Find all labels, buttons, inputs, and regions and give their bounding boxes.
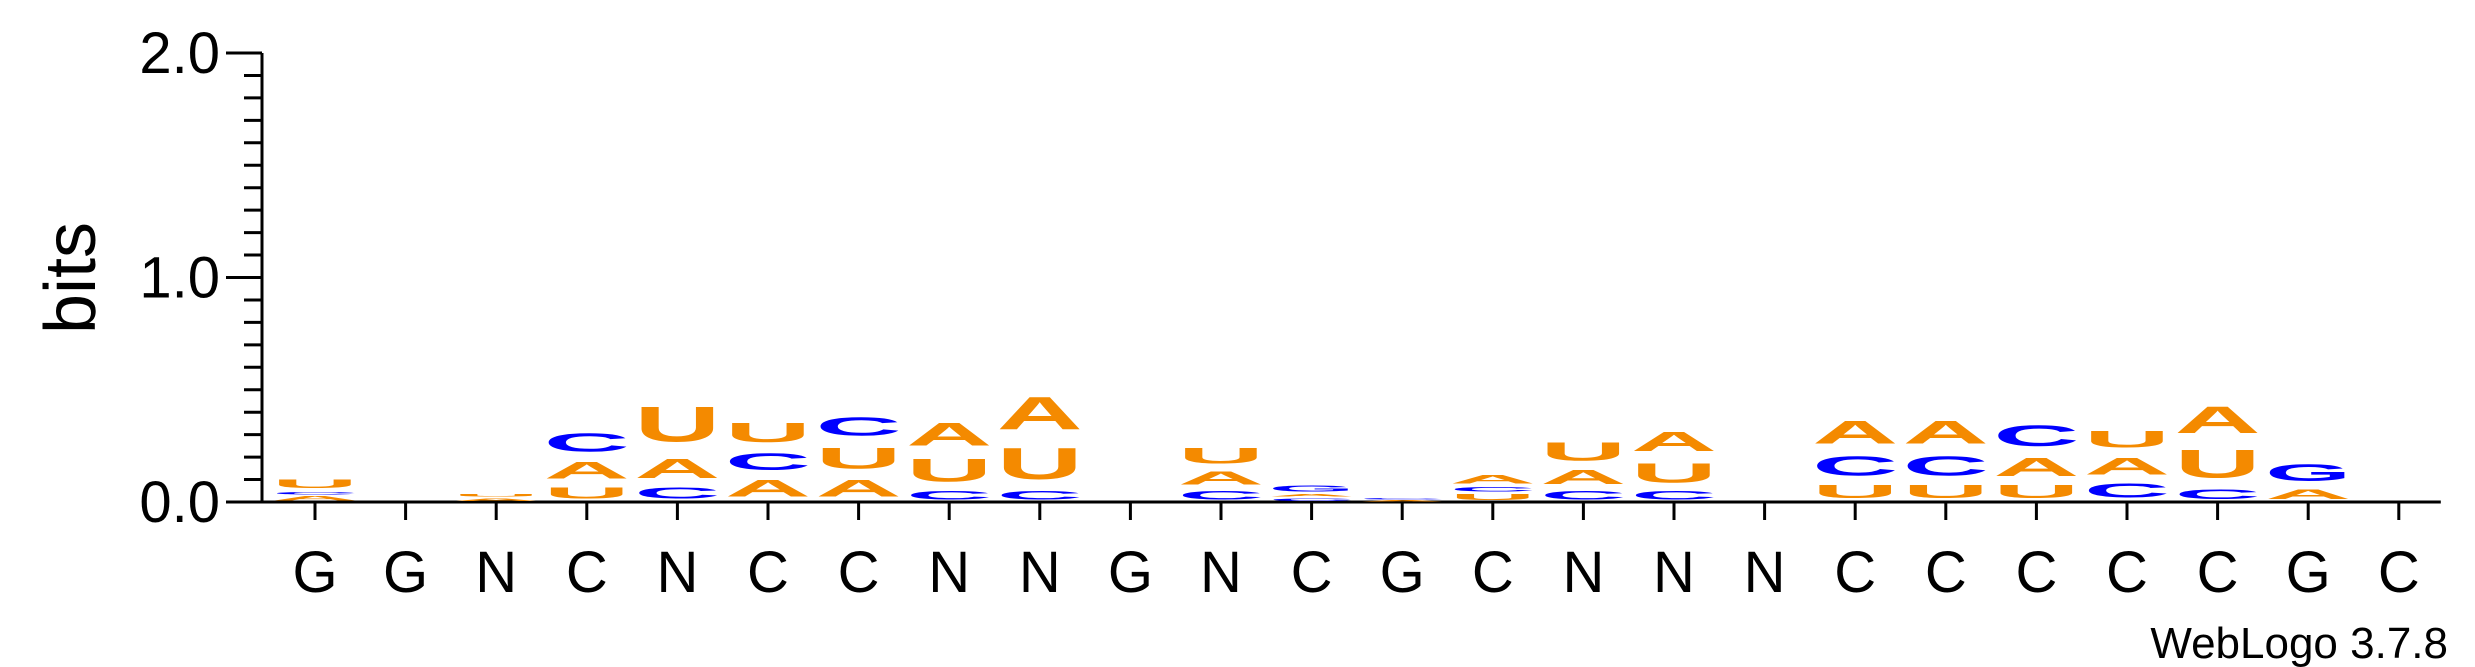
logo-letter-u: U [1903, 482, 1989, 502]
x-tick-label: C [566, 540, 608, 605]
y-axis-label: bits [31, 222, 111, 334]
credit-text: WebLogo 3.7.8 [2150, 619, 2448, 667]
logo-letter-a: A [997, 388, 1083, 440]
logo-letter-c: C [1903, 451, 1989, 482]
logo-letter-a: A [906, 417, 992, 453]
logo-letter-u: U [544, 484, 630, 502]
logo-letter-a: A [453, 498, 539, 502]
logo-letter-a: A [1178, 468, 1264, 488]
x-tick-label: C [1291, 540, 1333, 605]
logo-letter-c: C [1812, 451, 1898, 482]
logo-letter-a: A [1450, 473, 1536, 487]
logo-letter-a: A [1359, 500, 1445, 502]
logo-letter-c: C [816, 412, 902, 441]
logo-letter-a: A [2084, 453, 2170, 480]
logo-letter-u: U [1540, 437, 1626, 466]
x-tick-label: N [475, 540, 517, 605]
logo-letter-c: C [2175, 486, 2261, 502]
x-tick-label: C [2197, 540, 2239, 605]
logo-letter-a: A [1631, 426, 1717, 457]
logo-letter-c: C [634, 484, 720, 502]
x-tick-label: N [928, 540, 970, 605]
logo-letter-u: U [1993, 482, 2079, 502]
logo-letter-a: A [1993, 453, 2079, 482]
logo-letter-a: A [634, 453, 720, 484]
logo-letter-c: C [2084, 480, 2170, 502]
x-tick-label: N [1653, 540, 1695, 605]
logo-letter-a: A [1812, 415, 1898, 451]
logo-letter-u: U [634, 397, 720, 453]
logo-letter-u: U [2084, 426, 2170, 453]
logo-letter-u: U [453, 493, 539, 497]
axes: 0.0 1.0 2.0 [139, 21, 2441, 535]
logo-letter-a: A [544, 457, 630, 484]
x-tick-label: N [1019, 540, 1061, 605]
logo-letter-u: U [997, 440, 1083, 489]
x-tick-label: G [2286, 540, 2331, 605]
x-tick-label: C [2378, 540, 2420, 605]
x-tick-label: G [383, 540, 428, 605]
logo-letter-c: C [272, 491, 358, 495]
logo-letter-a: A [1540, 466, 1626, 488]
x-tick-label: C [1472, 540, 1514, 605]
logo-letter-a: A [1903, 415, 1989, 451]
x-tick-label: N [1200, 540, 1242, 605]
logo-letter-u: U [1178, 444, 1264, 469]
logo-letter-u: U [272, 477, 358, 491]
logo-letter-c: C [906, 488, 992, 502]
x-tick-label: G [1108, 540, 1153, 605]
x-tick-label: C [1834, 540, 1876, 605]
logo-letter-a: A [2175, 399, 2261, 442]
logo-letter-a: A [1269, 493, 1355, 497]
x-tick-label: N [1562, 540, 1604, 605]
logo-letter-c: C [1359, 498, 1445, 500]
logo-letter-c: C [997, 488, 1083, 502]
logo-letter-c: C [544, 428, 630, 457]
x-tick-label: C [747, 540, 789, 605]
x-tick-label: C [2015, 540, 2057, 605]
x-tick-label: G [1380, 540, 1425, 605]
logo-letter-c: C [1269, 498, 1355, 502]
logo-letter-u: U [2175, 441, 2261, 486]
logo-letter-a: A [725, 475, 811, 502]
logo-letter-u: U [1450, 493, 1536, 502]
logo-letter-u: U [906, 453, 992, 489]
y-tick-label: 1.0 [139, 246, 220, 311]
logo-letter-c: C [1631, 488, 1717, 502]
x-tick-label: G [292, 540, 337, 605]
x-tick-label: C [838, 540, 880, 605]
logo-letter-g: G [1269, 484, 1355, 493]
x-tick-label: N [656, 540, 698, 605]
x-tick-label: C [2106, 540, 2148, 605]
logo-letter-a: A [272, 495, 358, 502]
logo-letter-u: U [725, 417, 811, 448]
logo-letter-c: C [1450, 486, 1536, 493]
logo-letter-a: A [816, 475, 902, 502]
logo-letter-c: C [1178, 488, 1264, 502]
x-tick-label: C [1925, 540, 1967, 605]
logo-letter-a: A [2265, 486, 2351, 502]
logo-letter-c: C [725, 448, 811, 475]
logo-letter-u: U [1631, 457, 1717, 488]
y-tick-label: 2.0 [139, 21, 220, 86]
logo-letter-g: G [2265, 459, 2351, 486]
logo-letter-u: U [816, 441, 902, 475]
logo-letter-c: C [1993, 419, 2079, 453]
y-tick-label: 0.0 [139, 470, 220, 535]
logo-letter-u: U [1812, 482, 1898, 502]
logo-letter-c: C [1540, 488, 1626, 502]
x-tick-label: N [1744, 540, 1786, 605]
